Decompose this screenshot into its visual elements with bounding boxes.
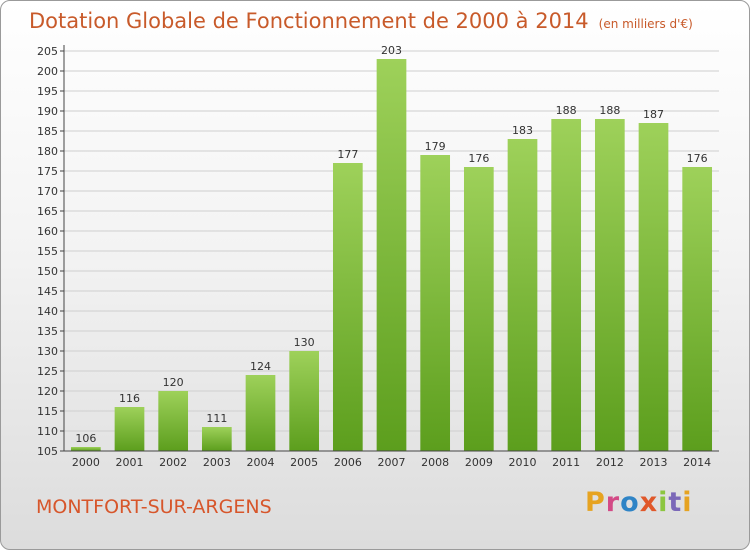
bar: [682, 167, 713, 451]
bar: [332, 163, 363, 451]
y-tick-label: 125: [37, 365, 58, 378]
logo-letter: r: [605, 487, 621, 518]
bar-value-label: 187: [643, 108, 664, 121]
bar: [507, 139, 538, 451]
bar: [594, 119, 625, 451]
logo-letter: i: [658, 487, 669, 518]
bar-value-label: 106: [75, 432, 96, 445]
bar: [70, 447, 101, 451]
chart-unit: (en milliers d'€): [598, 17, 693, 31]
y-tick-label: 165: [37, 205, 58, 218]
x-tick-label: 2014: [683, 456, 711, 469]
y-tick-label: 180: [37, 145, 58, 158]
bar-value-label: 188: [599, 104, 620, 117]
bar-value-label: 124: [250, 360, 271, 373]
logo-letter: o: [620, 487, 640, 518]
logo-letter: x: [639, 487, 659, 518]
x-tick-label: 2007: [378, 456, 406, 469]
y-tick-label: 195: [37, 85, 58, 98]
x-tick-label: 2013: [640, 456, 668, 469]
chart-title-text: Dotation Globale de Fonctionnement de 20…: [29, 9, 589, 33]
bar-value-label: 176: [687, 152, 708, 165]
y-tick-label: 135: [37, 325, 58, 338]
x-tick-label: 2002: [159, 456, 187, 469]
x-tick-label: 2005: [290, 456, 318, 469]
x-tick-label: 2010: [509, 456, 537, 469]
y-tick-label: 200: [37, 65, 58, 78]
y-tick-label: 160: [37, 225, 58, 238]
bar-value-label: 176: [468, 152, 489, 165]
y-tick-label: 110: [37, 425, 58, 438]
y-tick-label: 170: [37, 185, 58, 198]
y-tick-label: 115: [37, 405, 58, 418]
y-tick-label: 190: [37, 105, 58, 118]
bar: [114, 407, 145, 451]
y-tick-label: 175: [37, 165, 58, 178]
y-tick-label: 120: [37, 385, 58, 398]
bar: [376, 59, 407, 451]
bar: [245, 375, 276, 451]
y-tick-label: 145: [37, 285, 58, 298]
bar-value-label: 130: [294, 336, 315, 349]
x-tick-label: 2008: [421, 456, 449, 469]
logo-letter: i: [682, 487, 693, 518]
y-tick-label: 105: [37, 445, 58, 458]
bar: [463, 167, 494, 451]
bar: [289, 351, 320, 451]
chart-title: Dotation Globale de Fonctionnement de 20…: [29, 9, 693, 33]
y-tick-label: 150: [37, 265, 58, 278]
y-tick-label: 140: [37, 305, 58, 318]
logo-letter: t: [668, 487, 683, 518]
y-tick-label: 205: [37, 45, 58, 58]
x-tick-label: 2009: [465, 456, 493, 469]
x-tick-label: 2006: [334, 456, 362, 469]
bar: [158, 391, 189, 451]
bar-value-label: 120: [163, 376, 184, 389]
bar-value-label: 203: [381, 44, 402, 57]
bar-value-label: 188: [556, 104, 577, 117]
proxiti-logo: Proxiti: [585, 487, 693, 518]
bar-value-label: 183: [512, 124, 533, 137]
y-tick-label: 130: [37, 345, 58, 358]
x-tick-label: 2004: [247, 456, 275, 469]
bar: [201, 427, 232, 451]
bar-value-label: 179: [425, 140, 446, 153]
bar: [420, 155, 451, 451]
logo-letter: P: [585, 487, 606, 518]
bar-value-label: 116: [119, 392, 140, 405]
x-tick-label: 2001: [116, 456, 144, 469]
commune-name: MONTFORT-SUR-ARGENS: [36, 496, 272, 518]
bar-value-label: 111: [206, 412, 227, 425]
x-tick-label: 2003: [203, 456, 231, 469]
bar-value-label: 177: [337, 148, 358, 161]
x-tick-label: 2012: [596, 456, 624, 469]
x-tick-label: 2000: [72, 456, 100, 469]
y-tick-label: 155: [37, 245, 58, 258]
y-tick-label: 185: [37, 125, 58, 138]
bar: [551, 119, 582, 451]
x-tick-label: 2011: [552, 456, 580, 469]
bar: [638, 123, 669, 451]
